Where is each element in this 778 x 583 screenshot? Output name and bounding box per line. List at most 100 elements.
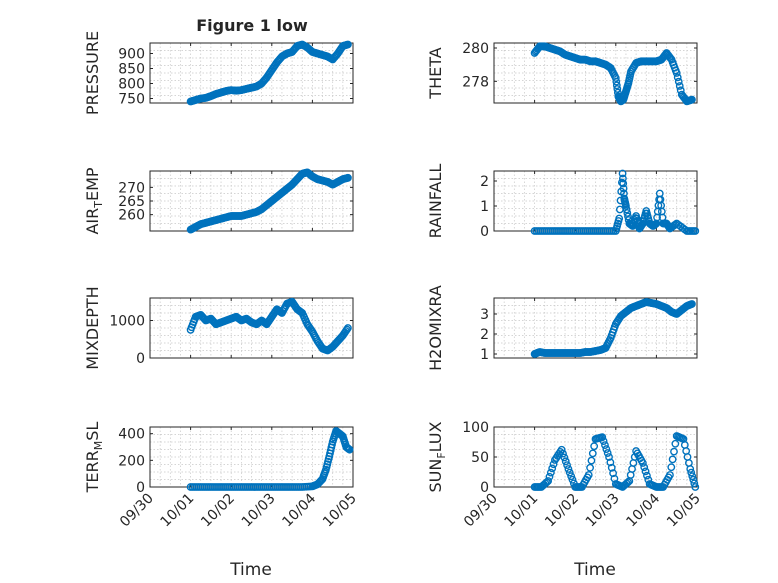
x-tick-label: 10/02 bbox=[198, 491, 238, 531]
data-point bbox=[686, 465, 695, 473]
data-point bbox=[557, 445, 566, 454]
y-axis-label-tail: SL bbox=[83, 422, 102, 441]
y-axis-label-subscript: F bbox=[435, 452, 448, 458]
y-tick-label: 0 bbox=[480, 480, 489, 496]
data-point-interp bbox=[603, 449, 612, 457]
data-point-interp bbox=[640, 463, 649, 472]
y-tick-label: 278 bbox=[462, 74, 489, 90]
data-point-interp bbox=[673, 73, 682, 82]
data-point-interp bbox=[641, 467, 650, 476]
x-tick-label: 10/01 bbox=[158, 491, 198, 531]
y-tick-label: 270 bbox=[118, 180, 145, 196]
data-point-interp bbox=[624, 212, 632, 221]
y-tick-label: 280 bbox=[462, 41, 489, 57]
y-tick-label: 0 bbox=[136, 351, 145, 367]
series-h2omixra bbox=[530, 298, 696, 358]
data-point-interp bbox=[546, 468, 555, 477]
axes-box bbox=[149, 297, 354, 359]
series-terr-msl bbox=[186, 427, 354, 491]
y-tick-label: 3 bbox=[480, 307, 489, 323]
y-tick-label: 1 bbox=[480, 347, 489, 363]
data-point bbox=[544, 477, 553, 485]
subplot-rainfall: 0 1 2 RAINFALL bbox=[426, 164, 700, 240]
y-tick-label: 750 bbox=[118, 92, 145, 108]
data-point-interp bbox=[609, 469, 617, 478]
data-point-interp bbox=[565, 468, 574, 477]
axes-box bbox=[493, 297, 698, 359]
y-axis-label: AIRTEMP bbox=[83, 167, 105, 234]
y-axis-label-tail: LUX bbox=[426, 421, 445, 452]
data-point-interp bbox=[559, 449, 567, 458]
data-point-interp bbox=[668, 455, 677, 464]
data-point-interp bbox=[674, 77, 683, 86]
y-axis-label-main: RAINFALL bbox=[426, 164, 445, 239]
y-axis-label-main: TERR bbox=[83, 450, 102, 493]
series-sun-flux bbox=[530, 432, 700, 491]
subplot-sun-flux: 09/30 10/01 10/02 10/03 10/04 10/05 0 50 100 SUNF… bbox=[426, 420, 704, 530]
data-point-interp bbox=[561, 457, 570, 466]
data-point-interp bbox=[615, 205, 624, 214]
data-point-interp bbox=[602, 445, 611, 453]
data-point-interp bbox=[622, 205, 631, 214]
data-point bbox=[611, 74, 620, 82]
data-point bbox=[688, 300, 696, 308]
y-tick-label: 850 bbox=[118, 62, 145, 78]
y-axis-label-main: SUN bbox=[426, 459, 445, 493]
data-point bbox=[564, 465, 573, 473]
axes-box bbox=[149, 426, 354, 488]
data-point bbox=[691, 483, 700, 491]
data-point bbox=[344, 324, 352, 332]
x-tick-label: 10/04 bbox=[279, 490, 319, 530]
series-theta bbox=[530, 42, 696, 106]
subplot-h2omixra: 1 2 3 H2OMIXRA bbox=[426, 285, 698, 371]
x-tick-label: 10/02 bbox=[542, 491, 582, 531]
data-point bbox=[344, 40, 352, 49]
y-axis-label-subscript: T bbox=[92, 201, 105, 209]
y-tick-label: 260 bbox=[118, 208, 145, 224]
subplot-mixdepth: 0 1000 MIXDEPTH bbox=[83, 286, 354, 370]
data-point-interp bbox=[586, 463, 594, 472]
series-rainfall bbox=[530, 169, 700, 235]
data-point bbox=[672, 69, 681, 77]
data-point-interp bbox=[619, 174, 627, 183]
x-tick-label: 10/04 bbox=[623, 490, 663, 530]
data-point-interp bbox=[563, 461, 571, 470]
data-point-interp bbox=[666, 54, 675, 63]
y-axis-label: THETA bbox=[426, 47, 445, 99]
data-point-interp bbox=[587, 456, 596, 465]
axes-box bbox=[149, 42, 354, 104]
x-tick-label: 10/05 bbox=[320, 491, 360, 531]
data-point bbox=[344, 173, 352, 182]
data-point-interp bbox=[613, 85, 622, 93]
data-point-interp bbox=[568, 475, 577, 484]
data-point-interp bbox=[689, 475, 698, 484]
data-point-interp bbox=[601, 441, 609, 450]
y-axis-label: TERRMSL bbox=[83, 422, 105, 494]
data-point bbox=[691, 227, 700, 235]
y-tick-label: 1000 bbox=[109, 314, 145, 330]
data-point-interp bbox=[606, 458, 615, 467]
x-axis-label-right: Time bbox=[573, 560, 616, 580]
data-point-interp bbox=[588, 449, 597, 458]
y-axis-label-main: H2OMIXRA bbox=[426, 285, 445, 371]
y-tick-label: 400 bbox=[118, 427, 145, 443]
data-point bbox=[345, 445, 354, 454]
data-point bbox=[666, 471, 674, 479]
y-tick-label: 265 bbox=[118, 194, 145, 210]
data-point-interp bbox=[643, 471, 651, 480]
y-axis-label-tail: EMP bbox=[83, 167, 102, 201]
y-tick-label: 0 bbox=[480, 224, 489, 240]
data-point bbox=[605, 453, 613, 461]
data-point bbox=[584, 471, 593, 479]
x-tick-label: 10/05 bbox=[664, 491, 704, 531]
data-point-interp bbox=[612, 77, 621, 86]
data-point bbox=[638, 459, 647, 467]
subplot-terr-msl: 09/30 10/01 10/02 10/03 10/04 10/05 0 200 400 TER… bbox=[83, 422, 360, 531]
data-point-interp bbox=[688, 472, 697, 481]
data-point-interp bbox=[567, 472, 576, 481]
y-axis-label-main: THETA bbox=[426, 47, 445, 99]
data-point-interp bbox=[690, 479, 699, 488]
y-axis-label-main: MIXDEPTH bbox=[83, 286, 102, 369]
